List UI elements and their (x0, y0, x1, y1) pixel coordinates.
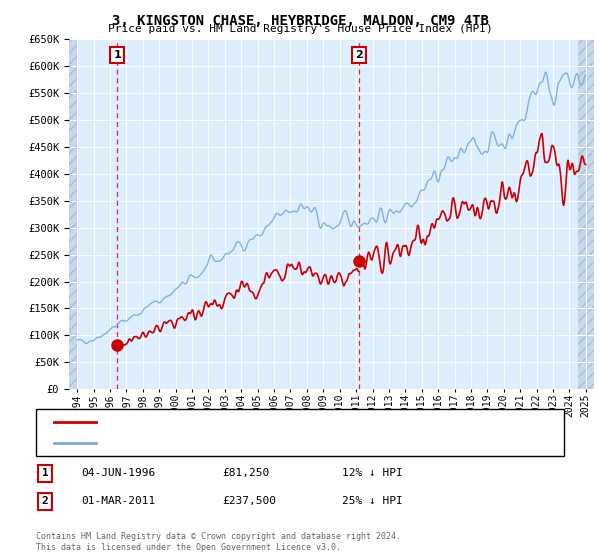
Text: HPI: Average price, detached house, Maldon: HPI: Average price, detached house, Mald… (102, 438, 365, 448)
Bar (69, 39, 77, 389)
Text: 3, KINGSTON CHASE, HEYBRIDGE, MALDON, CM9 4TB: 3, KINGSTON CHASE, HEYBRIDGE, MALDON, CM… (112, 14, 488, 28)
Text: £237,500: £237,500 (222, 496, 276, 506)
Text: 3, KINGSTON CHASE, HEYBRIDGE, MALDON, CM9 4TB (detached house): 3, KINGSTON CHASE, HEYBRIDGE, MALDON, CM… (102, 417, 490, 427)
Text: 12% ↓ HPI: 12% ↓ HPI (342, 468, 403, 478)
Text: 2: 2 (355, 50, 363, 60)
Text: 04-JUN-1996: 04-JUN-1996 (81, 468, 155, 478)
Text: 25% ↓ HPI: 25% ↓ HPI (342, 496, 403, 506)
Text: 1: 1 (113, 50, 121, 60)
Text: 2: 2 (41, 496, 49, 506)
Text: 1: 1 (41, 468, 49, 478)
Text: Contains HM Land Registry data © Crown copyright and database right 2024.
This d: Contains HM Land Registry data © Crown c… (36, 532, 401, 552)
Text: £81,250: £81,250 (222, 468, 269, 478)
Bar (578, 39, 594, 389)
Text: 01-MAR-2011: 01-MAR-2011 (81, 496, 155, 506)
Text: Price paid vs. HM Land Registry's House Price Index (HPI): Price paid vs. HM Land Registry's House … (107, 24, 493, 34)
